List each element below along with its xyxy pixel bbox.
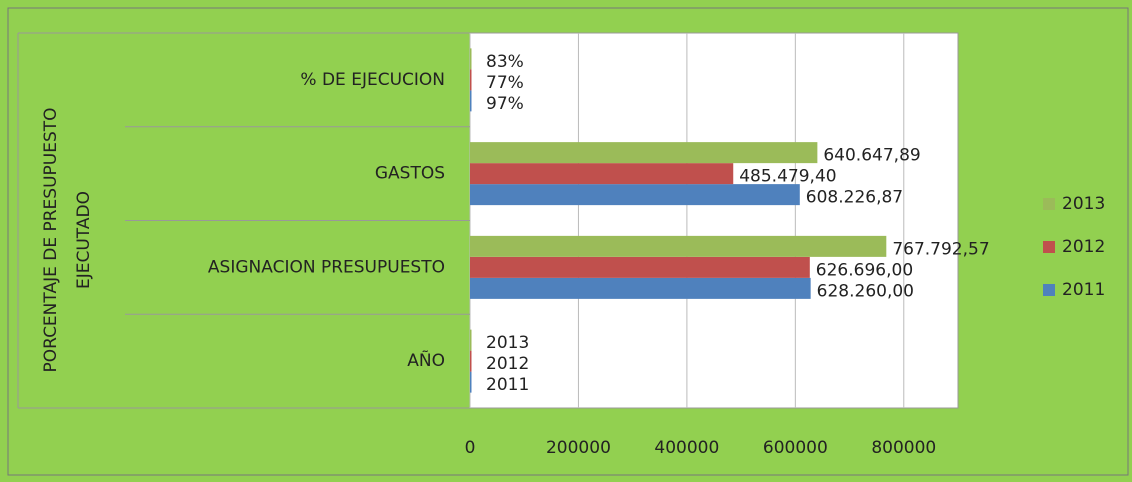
data-label: 628.260,00 [817,281,914,301]
bar [470,69,472,91]
plot-area [469,32,959,409]
chart-border [7,7,1129,476]
bar [470,184,800,206]
legend-swatch [1043,198,1055,210]
data-label: 83% [486,52,524,72]
bar [470,350,472,372]
bar [470,163,734,185]
legend-swatch [1043,241,1055,253]
x-tick-label: 0 [465,438,476,458]
bar [470,235,887,257]
data-label: 626.696,00 [816,260,913,280]
x-tick-label: 800000 [871,438,936,458]
y-tick-label: % DE EJECUCION [300,70,445,90]
bar [470,142,818,164]
legend-swatch [1043,284,1055,296]
x-tick-label: 200000 [546,438,611,458]
legend-label: 2012 [1062,237,1105,257]
y-axis-label: PORCENTAJE DE PRESUPUESTO EJECUTADO [41,107,94,373]
data-label: 767.792,57 [892,239,989,259]
y-tick-label: ASIGNACION PRESUPUESTO [208,257,445,277]
data-label: 77% [486,73,524,93]
y-tick-label: GASTOS [375,164,445,184]
x-tick-label: 400000 [654,438,719,458]
legend-label: 2013 [1062,194,1105,214]
bar [470,48,472,70]
data-label: 2013 [486,333,529,353]
x-tick-label: 600000 [763,438,828,458]
legend-label: 2011 [1062,280,1105,300]
bar [470,90,472,112]
data-label: 640.647,89 [823,146,920,166]
data-label: 2012 [486,354,529,374]
data-label: 485.479,40 [739,167,836,187]
bar [470,329,472,351]
bar [470,277,811,299]
data-label: 608.226,87 [806,188,903,208]
data-label: 2011 [486,375,529,395]
bar [470,256,810,278]
data-label: 97% [486,94,524,114]
bar [470,371,472,393]
y-tick-label: AÑO [407,349,445,371]
